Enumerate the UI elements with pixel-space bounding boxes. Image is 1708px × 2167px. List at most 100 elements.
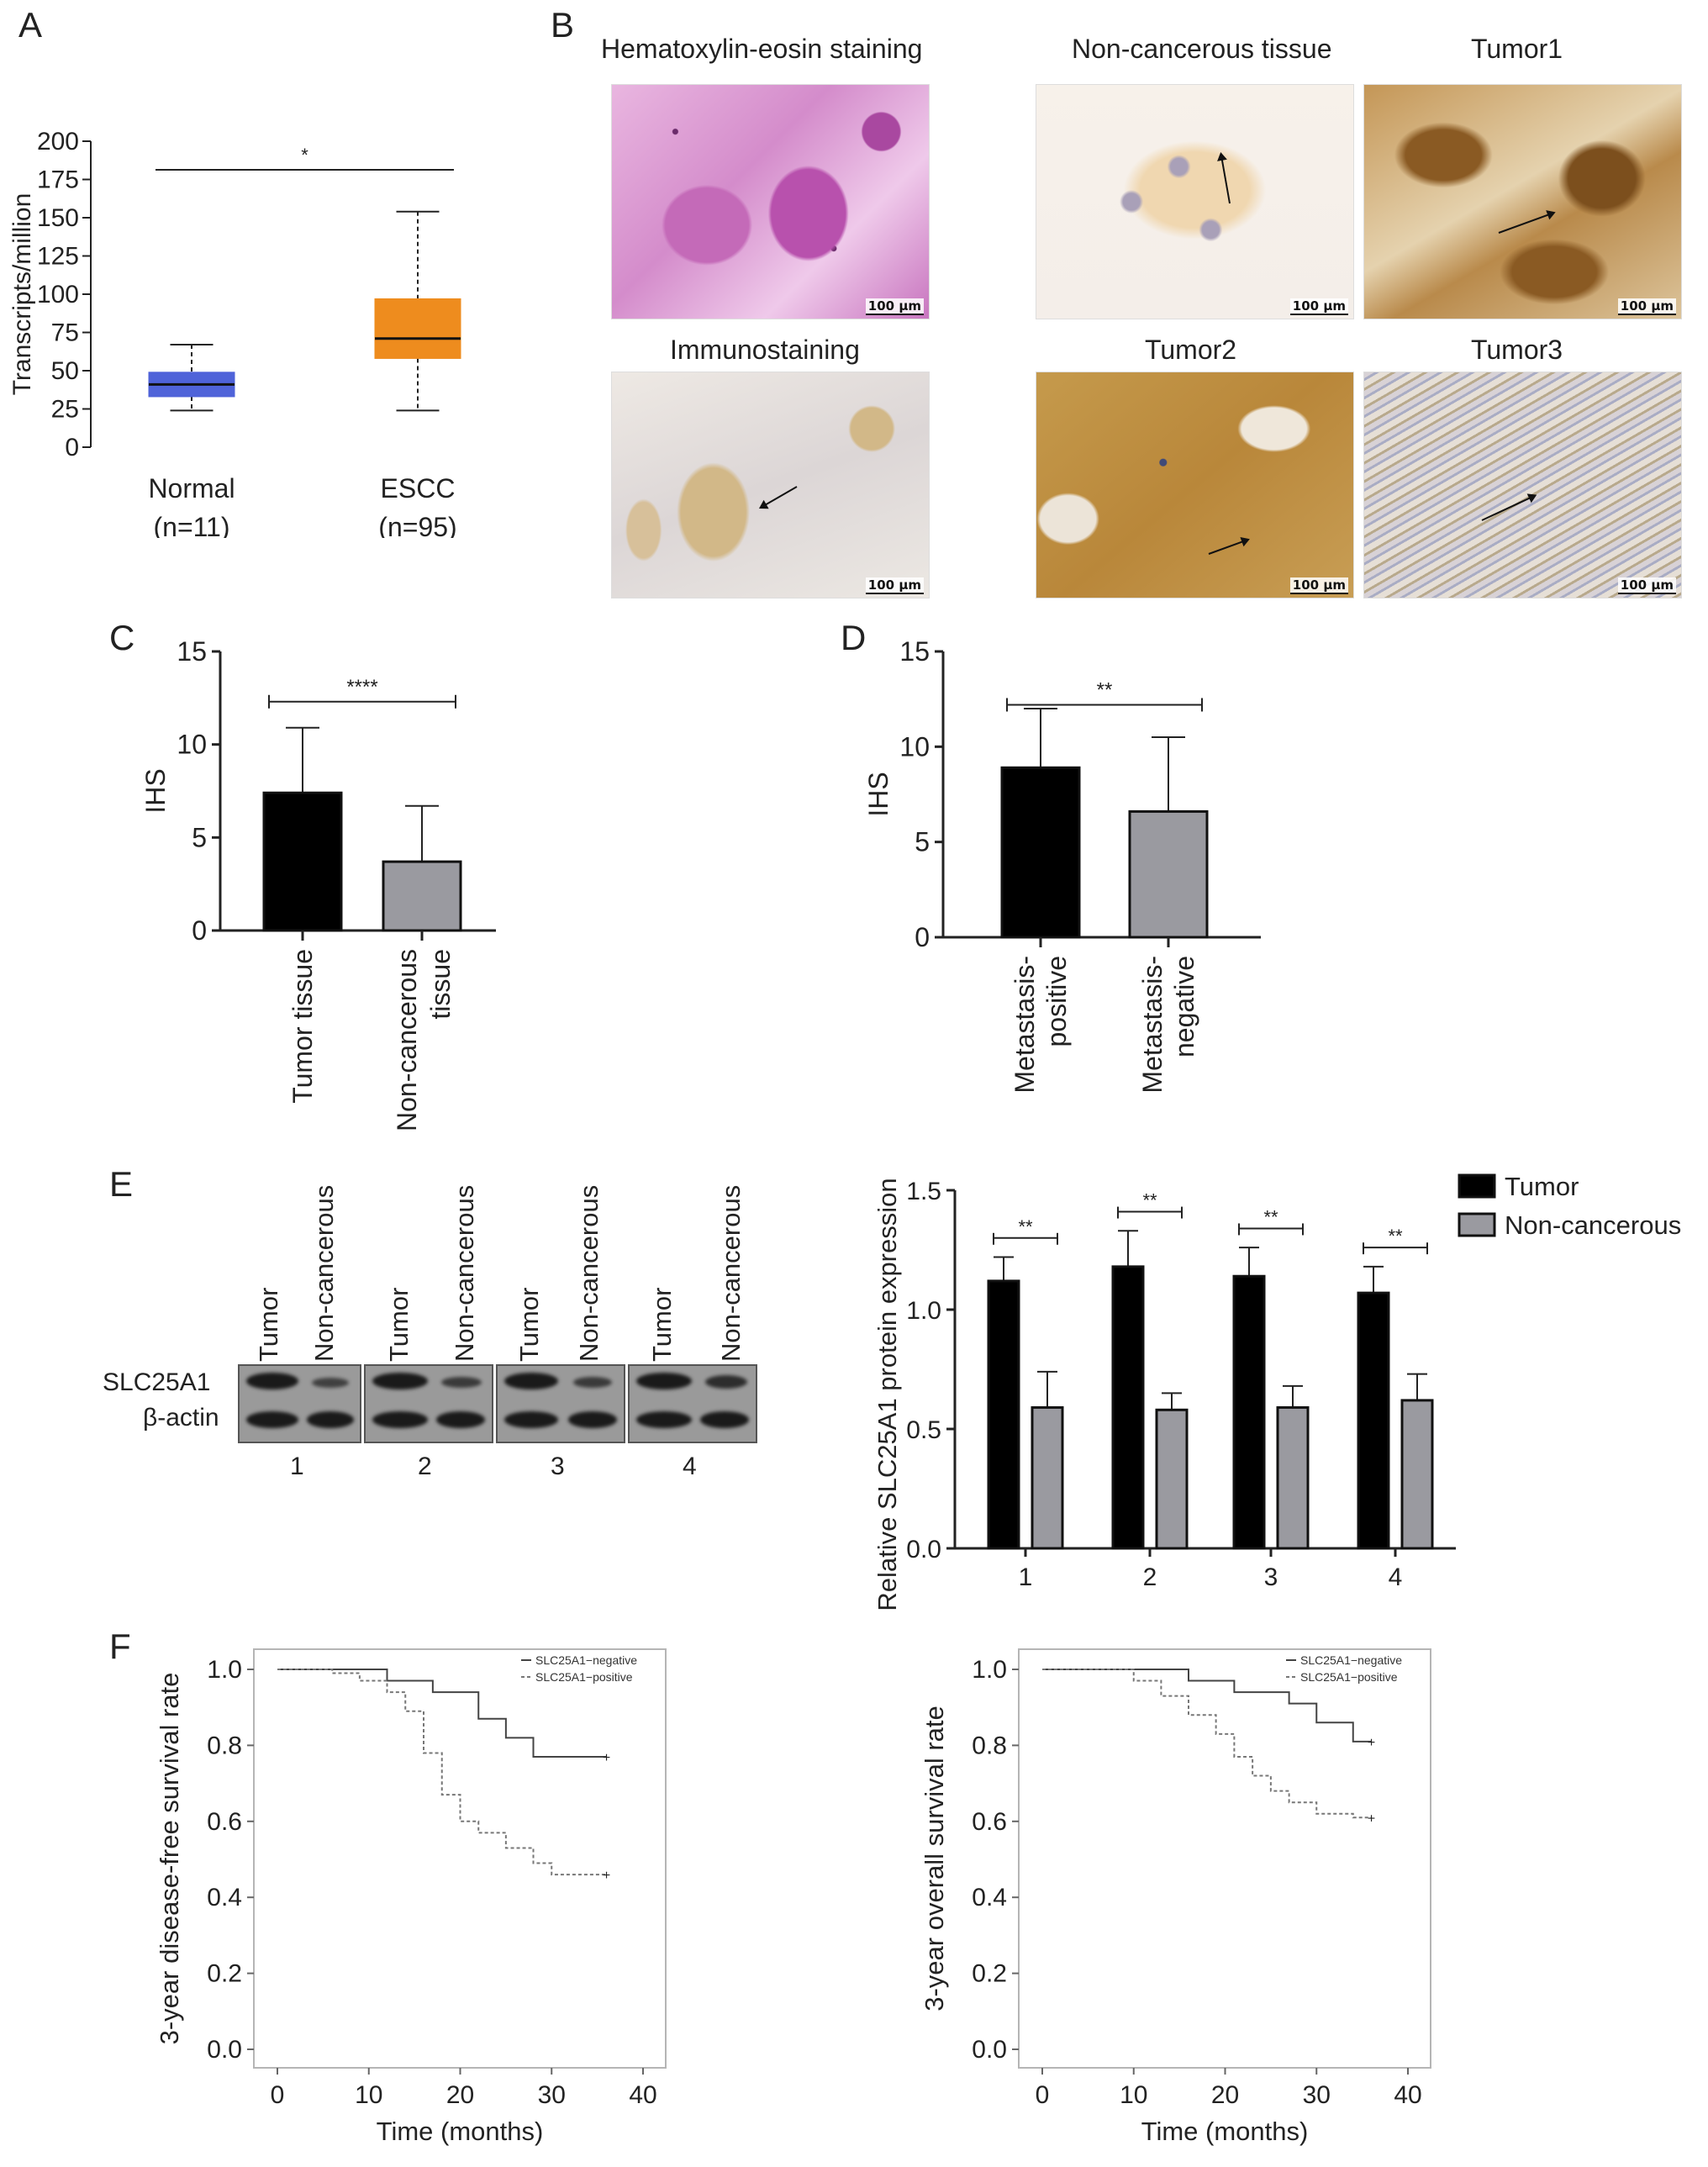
blot-pair-1	[238, 1364, 361, 1443]
panel-label-c: C	[109, 618, 135, 657]
bar	[1000, 766, 1081, 939]
legend-swatch-tumor	[1458, 1173, 1496, 1199]
x-tick-label: 3	[1264, 1563, 1278, 1591]
plot-frame	[253, 1648, 667, 2069]
legend-label: SLC25A1−negative	[1300, 1653, 1402, 1667]
western-blot: Tumor Non-cancerous Tumor Non-cancerous …	[0, 1160, 790, 1496]
pair-number-4: 4	[683, 1453, 697, 1480]
y-tick-label: 15	[899, 636, 930, 667]
legend-label: SLC25A1−positive	[1300, 1670, 1398, 1684]
y-tick-label: 100	[37, 281, 79, 308]
lane-label-noncancer-2: Non-cancerous	[450, 1184, 479, 1362]
bar-noncancerous	[1155, 1408, 1189, 1550]
category-label: positive	[1041, 956, 1072, 1047]
lane-label-noncancer-3: Non-cancerous	[574, 1184, 604, 1362]
micrograph-noncancer: 100 μm	[1036, 84, 1354, 319]
chart-a-boxplot: 0 25 50 75 100 125 150 175 200 Transcripts/millio…	[8, 128, 461, 538]
y-axis-label: IHS	[863, 772, 894, 816]
bar-tumor	[1357, 1291, 1390, 1550]
scale-bar-immuno: 100 μm	[865, 577, 924, 594]
box-escc	[374, 298, 461, 359]
x-tick-label: 10	[355, 2081, 382, 2109]
x-tick-label: 0	[1036, 2081, 1050, 2109]
y-tick-label: 1.0	[906, 1297, 941, 1325]
x-tick-label: 1	[1019, 1563, 1033, 1591]
y-tick-label: 0.2	[207, 1960, 242, 1988]
censor-mark: +	[1368, 1736, 1375, 1750]
micrograph-he: 100 μm	[611, 84, 930, 319]
significance-marker: **	[1142, 1190, 1157, 1211]
bar-noncancerous	[1400, 1399, 1434, 1550]
chart-c-bar: 0 5 10 15 IHS Tumor tissue Non-cancerous **** ti…	[140, 636, 496, 1131]
significance-marker: **	[1263, 1206, 1278, 1227]
y-tick-label: 175	[37, 166, 79, 194]
y-tick-label: 125	[37, 243, 79, 271]
bar	[382, 860, 462, 932]
row-label-slc25a1: SLC25A1	[103, 1368, 211, 1396]
category-label: Metastasis-	[1137, 956, 1168, 1094]
bar	[1128, 809, 1209, 939]
pair-number-1: 1	[290, 1453, 304, 1480]
y-tick-label: 5	[192, 822, 207, 852]
category-label: negative	[1169, 956, 1199, 1057]
x-axis-label: Time (months)	[377, 2117, 544, 2146]
panel-label-f: F	[109, 1627, 131, 1666]
x-tick-label: 0	[271, 2081, 285, 2109]
y-tick-label: 10	[899, 731, 930, 762]
scale-bar-he: 100 μm	[865, 298, 924, 315]
y-tick-label: 0	[915, 922, 930, 952]
y-tick-label: 75	[51, 319, 79, 347]
y-tick-label: 0.0	[906, 1536, 941, 1563]
scale-bar-tumor1: 100 μm	[1617, 298, 1676, 315]
y-tick-label: 0.8	[207, 1732, 242, 1759]
sample-size-label: (n=11)	[153, 512, 229, 538]
x-axis-label: Time (months)	[1141, 2117, 1309, 2146]
category-label: Metastasis-	[1010, 956, 1040, 1094]
category-label: tissue	[425, 949, 456, 1020]
arrow-tumor1	[1498, 212, 1555, 234]
y-axis-label: Relative SLC25A1 protein expression	[872, 1178, 902, 1611]
category-label: ESCC	[381, 473, 456, 504]
lane-label-tumor-3: Tumor	[514, 1287, 544, 1362]
category-label: Tumor tissue	[287, 949, 318, 1104]
scale-bar-noncancer: 100 μm	[1289, 298, 1348, 315]
significance-marker: *	[301, 145, 308, 166]
x-tick-label: 4	[1389, 1563, 1403, 1591]
y-tick-label: 0.4	[207, 1884, 242, 1911]
x-tick-label: 10	[1120, 2081, 1147, 2109]
bar-tumor	[1111, 1265, 1145, 1550]
y-tick-label: 0.4	[972, 1884, 1007, 1911]
y-axis-label: 3-year disease-free survival rate	[155, 1673, 184, 2045]
scale-bar-tumor2: 100 μm	[1289, 577, 1348, 594]
micrograph-tumor1: 100 μm	[1363, 84, 1682, 319]
y-tick-label: 0.8	[972, 1732, 1007, 1759]
caption-tumor3: Tumor3	[1471, 335, 1563, 365]
micrograph-tumor2: 100 μm	[1036, 372, 1354, 598]
y-axis-label: 3-year overall survival rate	[920, 1706, 949, 2011]
y-tick-label: 15	[177, 636, 207, 667]
y-tick-label: 25	[51, 396, 79, 424]
y-tick-label: 0.6	[972, 1808, 1007, 1836]
arrow-tumor3	[1481, 494, 1536, 521]
blot-pair-4	[628, 1364, 757, 1443]
chart-f1-survival: 0.0 0.2 0.4 0.6 0.8 1.0 0 10 20 30 40 Time (months)…	[155, 1648, 667, 2146]
sample-size-label: (n=95)	[378, 512, 456, 538]
scale-bar-tumor3: 100 μm	[1617, 577, 1676, 594]
bar-tumor	[987, 1279, 1020, 1550]
significance-marker: ****	[346, 676, 377, 699]
bar	[262, 791, 343, 932]
caption-he: Hematoxylin-eosin staining	[601, 34, 923, 64]
blot-pair-3	[496, 1364, 625, 1443]
y-tick-label: 0.0	[972, 2036, 1007, 2064]
lane-label-tumor-1: Tumor	[254, 1287, 283, 1362]
y-tick-label: 1.0	[972, 1656, 1007, 1684]
panel-label-e: E	[109, 1164, 134, 1204]
y-tick-label: 0.6	[207, 1808, 242, 1836]
y-tick-label: 10	[177, 730, 207, 760]
x-tick-label: 30	[538, 2081, 566, 2109]
y-axis-label: IHS	[140, 768, 171, 813]
censor-mark: +	[1368, 1811, 1375, 1826]
pair-number-2: 2	[418, 1453, 432, 1480]
plot-frame	[1018, 1648, 1431, 2069]
legend-label: SLC25A1−positive	[535, 1670, 633, 1684]
